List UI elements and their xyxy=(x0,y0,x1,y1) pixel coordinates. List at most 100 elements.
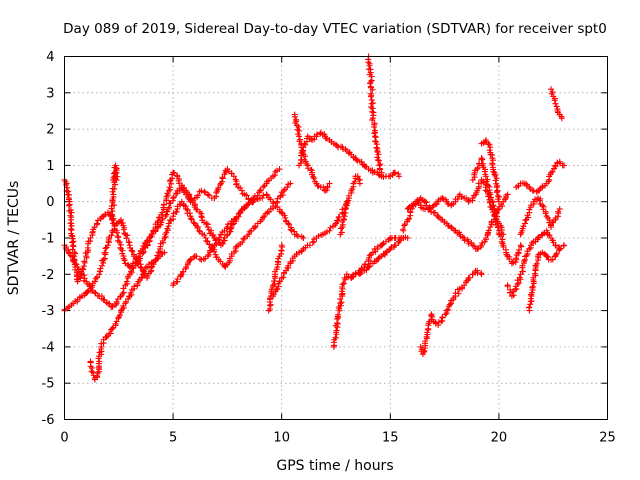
data-point-c xyxy=(123,278,130,285)
data-point-g xyxy=(278,247,285,254)
data-point-b xyxy=(186,210,193,217)
data-point-x xyxy=(533,260,540,267)
data-point-h xyxy=(309,239,316,246)
data-point-i xyxy=(392,169,399,176)
data-point-d xyxy=(138,274,145,281)
data-point-m xyxy=(400,235,407,241)
data-point-f xyxy=(177,272,184,279)
data-point-f xyxy=(233,213,240,220)
data-point-a xyxy=(116,239,123,246)
data-point-w xyxy=(553,103,560,110)
data-point-m xyxy=(379,241,386,248)
data-point-c xyxy=(245,201,252,208)
data-point-c xyxy=(140,248,147,255)
data-point-n xyxy=(369,100,376,107)
data-point-q xyxy=(513,255,520,262)
data-point-p xyxy=(465,240,472,247)
data-point-o xyxy=(478,271,485,278)
data-point-j xyxy=(295,123,302,130)
data-point-h xyxy=(273,286,280,293)
data-point-o xyxy=(442,311,449,318)
data-point-c xyxy=(158,219,165,226)
data-point-i xyxy=(395,173,402,180)
data-point-q xyxy=(516,246,523,253)
data-point-a xyxy=(67,212,74,219)
chart-title: Day 089 of 2019, Sidereal Day-to-day VTE… xyxy=(63,21,607,37)
data-point-q xyxy=(506,256,513,263)
data-point-h xyxy=(274,285,281,292)
data-point-t xyxy=(512,286,519,293)
data-point-j xyxy=(310,173,317,180)
data-point-b xyxy=(137,263,144,270)
data-point-b xyxy=(196,227,203,234)
data-point-b xyxy=(284,184,291,191)
data-point-b xyxy=(165,220,172,227)
data-point-t xyxy=(521,258,528,265)
y-tick-label: 3 xyxy=(46,86,54,101)
data-point-j xyxy=(296,127,303,134)
data-point-l xyxy=(342,206,349,213)
data-point-k xyxy=(333,327,340,334)
data-point-n xyxy=(367,80,374,87)
data-point-u xyxy=(549,168,556,175)
data-point-a xyxy=(79,265,86,272)
data-point-a xyxy=(121,257,128,264)
data-point-k xyxy=(339,281,346,288)
data-point-d xyxy=(148,259,155,266)
data-point-c xyxy=(133,260,140,267)
data-point-n xyxy=(365,59,372,66)
data-point-d xyxy=(104,333,111,340)
data-point-f xyxy=(238,207,245,214)
data-point-b xyxy=(84,288,91,295)
data-point-r xyxy=(487,191,494,198)
data-point-x xyxy=(556,247,563,254)
data-point-b xyxy=(123,235,130,242)
data-point-c xyxy=(77,270,84,277)
data-point-c xyxy=(186,192,193,199)
data-point-d xyxy=(127,289,134,296)
data-point-e xyxy=(111,202,118,209)
data-point-a xyxy=(72,250,79,257)
data-point-w xyxy=(551,97,558,104)
data-point-b xyxy=(91,278,98,285)
data-point-g xyxy=(270,278,277,285)
data-point-a xyxy=(300,235,307,241)
data-point-h xyxy=(276,278,283,285)
data-point-l xyxy=(356,180,363,187)
data-point-a xyxy=(117,244,124,251)
data-point-b xyxy=(161,235,168,241)
data-point-l xyxy=(354,173,361,180)
data-point-a xyxy=(285,220,292,227)
data-point-r xyxy=(479,156,486,163)
data-point-v xyxy=(528,202,535,209)
y-tick-label: -5 xyxy=(42,377,55,392)
data-point-u xyxy=(548,169,555,176)
data-point-h xyxy=(280,274,287,281)
data-point-v xyxy=(542,210,549,217)
data-point-c xyxy=(139,249,146,256)
data-point-q xyxy=(430,202,437,209)
data-point-n xyxy=(369,86,376,93)
data-point-c xyxy=(120,285,127,292)
data-point-r xyxy=(489,202,496,209)
data-point-f xyxy=(223,225,230,232)
data-point-t xyxy=(510,292,517,299)
data-point-a xyxy=(160,201,167,208)
data-point-c xyxy=(170,194,177,201)
data-point-r xyxy=(483,181,490,188)
data-point-k xyxy=(337,296,344,303)
data-point-v xyxy=(556,205,563,212)
x-tick-label: 15 xyxy=(382,431,399,446)
data-point-c xyxy=(152,228,159,235)
data-point-w xyxy=(558,115,565,122)
data-point-r xyxy=(490,202,497,209)
data-point-o xyxy=(439,314,446,321)
data-point-f xyxy=(271,172,278,179)
data-point-d xyxy=(152,257,159,264)
x-axis-label: GPS time / hours xyxy=(276,458,393,474)
data-point-c xyxy=(219,240,226,247)
data-point-n xyxy=(375,157,382,164)
data-point-a xyxy=(198,187,205,194)
data-point-o xyxy=(455,290,462,297)
